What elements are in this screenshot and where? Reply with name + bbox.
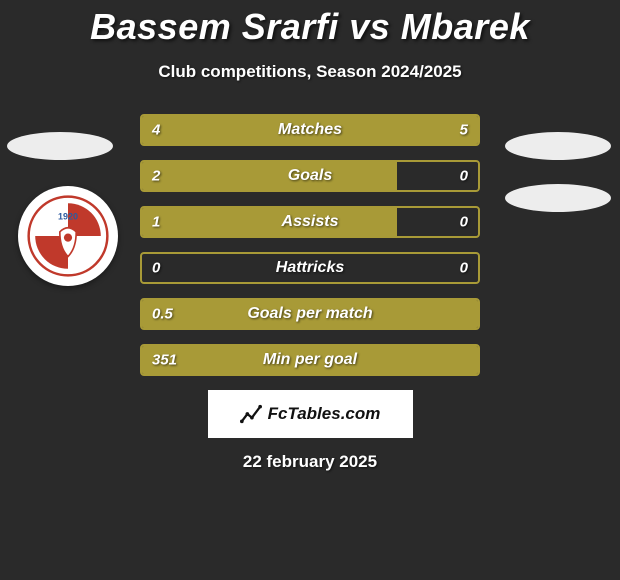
svg-text:1920: 1920 <box>58 212 78 222</box>
stat-value-left: 351 <box>152 352 177 369</box>
player2-placeholder-ellipse-2 <box>505 184 611 212</box>
stat-value-right: 0 <box>460 214 468 231</box>
stat-value-left: 4 <box>152 122 160 139</box>
stat-row: 0 0 Hattricks <box>140 252 480 284</box>
stat-value-right: 0 <box>460 260 468 277</box>
stat-row: 351 Min per goal <box>140 344 480 376</box>
stat-value-left: 1 <box>152 214 160 231</box>
stat-row: 0.5 Goals per match <box>140 298 480 330</box>
stat-label: Hattricks <box>276 259 344 277</box>
stat-row: 1 0 Assists <box>140 206 480 238</box>
stat-value-left: 0.5 <box>152 306 173 323</box>
stat-label: Goals per match <box>247 305 372 323</box>
stat-value-left: 2 <box>152 168 160 185</box>
stat-value-right: 0 <box>460 168 468 185</box>
player1-club-badge: 1920 <box>18 186 118 286</box>
stat-fill-left <box>142 162 397 190</box>
stat-label: Goals <box>288 167 332 185</box>
stat-value-left: 0 <box>152 260 160 277</box>
fctables-badge: FcTables.com <box>208 390 413 438</box>
fctables-label: FcTables.com <box>268 404 381 424</box>
page-title: Bassem Srarfi vs Mbarek <box>0 0 620 48</box>
stat-label: Assists <box>282 213 339 231</box>
comparison-panel: 1920 4 5 Matches 2 0 Goals 1 0 Assists 0 0 Hattrick… <box>0 114 620 376</box>
stat-value-right: 5 <box>460 122 468 139</box>
footer-date: 22 february 2025 <box>0 452 620 472</box>
stat-row: 4 5 Matches <box>140 114 480 146</box>
fctables-logo-icon <box>240 403 262 425</box>
club-africain-icon: 1920 <box>27 195 109 277</box>
stat-fill-left <box>142 208 397 236</box>
stat-label: Min per goal <box>263 351 357 369</box>
player1-placeholder-ellipse <box>7 132 113 160</box>
subtitle: Club competitions, Season 2024/2025 <box>0 62 620 82</box>
stat-label: Matches <box>278 121 342 139</box>
player2-placeholder-ellipse-1 <box>505 132 611 160</box>
stat-row: 2 0 Goals <box>140 160 480 192</box>
stat-fill-left <box>142 116 291 144</box>
stats-bars: 4 5 Matches 2 0 Goals 1 0 Assists 0 0 Hattricks 0.5 G… <box>140 114 480 376</box>
